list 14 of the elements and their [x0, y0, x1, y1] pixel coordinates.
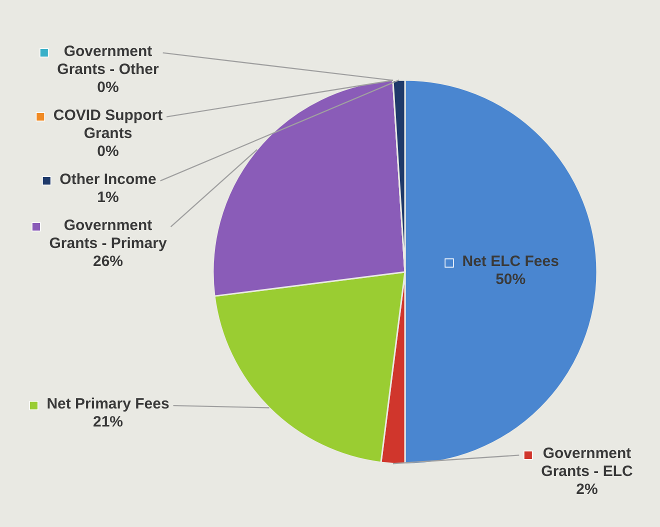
legend-label: Government Grants - Other — [57, 42, 159, 78]
data-label: 26% — [92, 252, 124, 270]
legend-label: Net Primary Fees — [46, 396, 170, 413]
data-label: 50% — [496, 271, 526, 288]
legend-label: Government Grants - Primary — [49, 216, 168, 252]
text: 0% — [97, 142, 119, 160]
legend-label: Net ELC Fees — [462, 253, 559, 270]
legend-label: COVID Support Grants — [53, 106, 163, 142]
text: 0% — [97, 78, 119, 96]
legend-label: Government Grants - ELC — [541, 445, 633, 480]
legend-label: Other Income — [60, 170, 156, 188]
data-label: 21% — [92, 414, 124, 431]
data-label: 2% — [576, 481, 598, 498]
data-label: 1% — [97, 188, 119, 206]
